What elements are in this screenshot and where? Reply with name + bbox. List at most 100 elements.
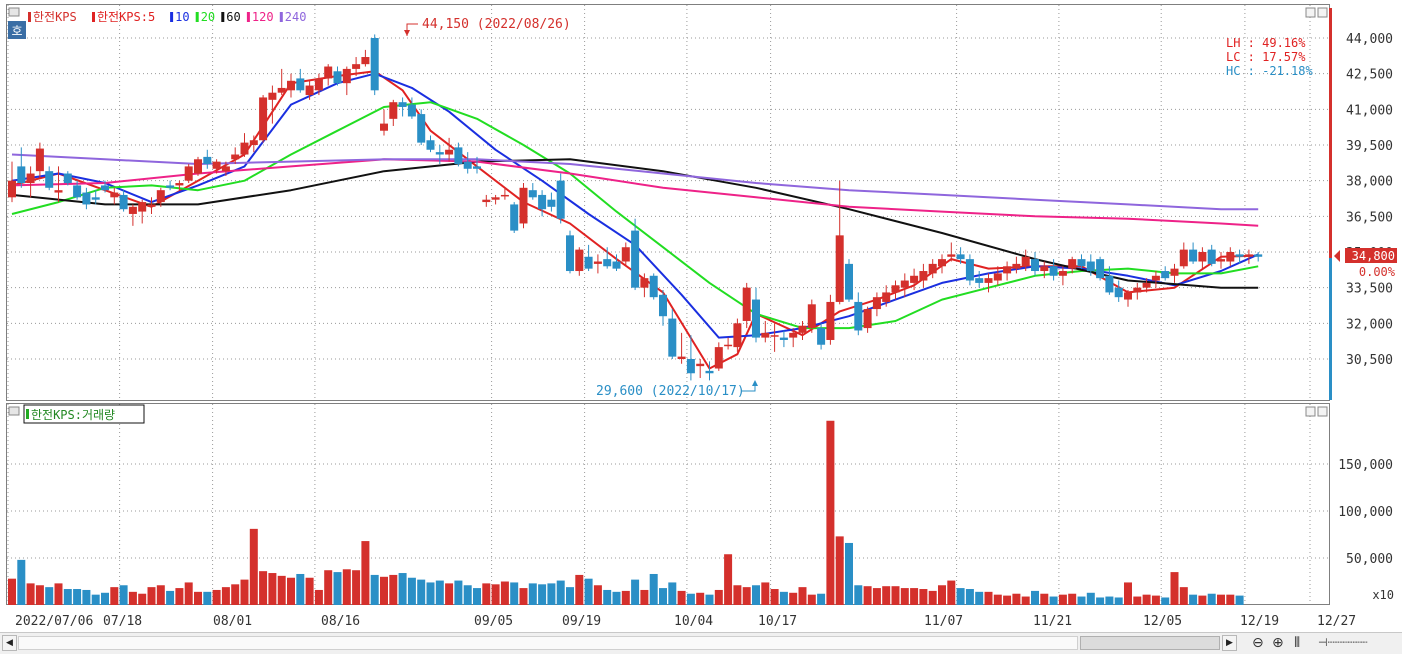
- volume-bar: [73, 589, 82, 605]
- legend-ma-swatch: [92, 12, 95, 22]
- date-axis-label: 11/07: [924, 614, 963, 629]
- volume-bar: [621, 590, 630, 605]
- volume-bar: [333, 572, 342, 605]
- price-axis-label: 44,000: [1346, 32, 1393, 47]
- candle-body: [649, 275, 658, 298]
- volume-bar: [1031, 590, 1039, 605]
- volume-pane[interactable]: [6, 403, 1330, 605]
- zoom-in-icon[interactable]: ⊕: [1272, 635, 1284, 651]
- volume-bar: [603, 589, 612, 605]
- date-axis-label: 12/27: [1317, 614, 1356, 629]
- scroll-track[interactable]: [18, 636, 1078, 650]
- volume-bar: [854, 585, 863, 605]
- candle-body: [342, 68, 351, 84]
- price-axis-label: 42,500: [1346, 68, 1393, 83]
- volume-bar: [668, 582, 677, 605]
- zoom-out-icon[interactable]: ⊖: [1252, 635, 1264, 651]
- date-axis: 2022/07/06 07/18 08/01 08/16 09/05 09/19 10/04…: [15, 614, 1356, 629]
- candle-body: [603, 259, 612, 267]
- volume-bar: [147, 587, 156, 605]
- candle-body: [1021, 256, 1030, 267]
- chart-canvas[interactable]: 44,00042,50041,00039,50038,00036,50035,0…: [0, 0, 1402, 632]
- volume-bar: [175, 588, 184, 605]
- horizontal-scrollbar[interactable]: ◀ ▶ ⊖ ⊕ ⦀ ⊣┈┈┈┈┈┈: [0, 632, 1402, 654]
- volume-bar: [1133, 596, 1142, 605]
- volume-bar: [1058, 594, 1067, 605]
- date-axis-label: 12/19: [1240, 614, 1279, 629]
- volume-bar: [249, 528, 258, 605]
- pane-close-icon[interactable]: [1317, 406, 1328, 417]
- candle-body: [612, 261, 621, 269]
- pane-minimize-icon[interactable]: [1305, 7, 1316, 18]
- candle-body: [835, 235, 844, 302]
- pane-minimize-icon[interactable]: [1305, 406, 1316, 417]
- candle-body: [938, 259, 946, 267]
- date-axis-label: 08/16: [321, 614, 360, 629]
- candle-body: [435, 152, 444, 155]
- candle-body: [454, 147, 463, 165]
- candle-body: [584, 256, 593, 269]
- candle-body: [817, 328, 826, 345]
- volume-bar: [1021, 596, 1030, 605]
- candle-body: [240, 142, 249, 155]
- volume-bar: [370, 574, 379, 605]
- volume-bar: [640, 589, 649, 605]
- scroll-left-icon[interactable]: ◀: [2, 635, 17, 651]
- candle-body: [854, 301, 863, 331]
- volume-bar: [528, 583, 537, 605]
- candle-body: [17, 166, 26, 184]
- candle-body: [426, 140, 435, 150]
- candle-body: [110, 192, 119, 198]
- candle-body: [1086, 261, 1095, 272]
- volume-bar: [984, 591, 993, 605]
- volume-bar: [287, 577, 295, 605]
- volume-bar: [1170, 572, 1179, 605]
- volume-bar: [314, 589, 323, 605]
- legend-ma-label: 120: [252, 10, 274, 24]
- volume-bar: [435, 580, 444, 605]
- volume-pane-menu-icon[interactable]: [8, 406, 20, 416]
- slider-icon[interactable]: ⊣┈┈┈┈┈┈: [1318, 636, 1368, 649]
- candle-body: [826, 301, 835, 340]
- volume-bar: [584, 578, 593, 605]
- scroll-right-icon[interactable]: ▶: [1222, 635, 1237, 651]
- price-pane-menu-icon[interactable]: [8, 7, 20, 17]
- candle-body: [231, 154, 240, 160]
- ho-button[interactable]: [8, 21, 26, 39]
- right-edge-bar-up: [1329, 8, 1332, 258]
- volume-bar: [491, 584, 500, 605]
- bar-width-icon[interactable]: ⦀: [1294, 635, 1301, 651]
- candle-body: [473, 166, 481, 169]
- price-pane-controls[interactable]: [1305, 7, 1328, 18]
- volume-bar: [993, 594, 1002, 605]
- volume-axis-label: 50,000: [1346, 552, 1393, 567]
- volume-bar: [1077, 596, 1086, 605]
- candle-body: [407, 104, 416, 117]
- pane-close-icon[interactable]: [1317, 7, 1328, 18]
- candle-body: [910, 275, 919, 283]
- volume-bar: [268, 573, 277, 605]
- volume-bar: [733, 585, 742, 605]
- volume-bar: [342, 569, 351, 605]
- volume-bar: [138, 593, 147, 605]
- candle-body: [1254, 254, 1263, 257]
- candle-body: [370, 38, 379, 91]
- volume-bar: [82, 589, 91, 605]
- candle-body: [1031, 259, 1039, 272]
- candle-body: [593, 261, 602, 264]
- volume-bar: [45, 587, 54, 605]
- volume-bar: [324, 570, 333, 605]
- candle-body: [770, 335, 779, 337]
- candle-body: [1189, 249, 1198, 262]
- candle-body: [482, 199, 491, 203]
- volume-bar: [742, 587, 751, 605]
- legend-ma-list: 한전KPS:5 10 20 60 120 240: [92, 10, 306, 24]
- candle-body: [566, 235, 574, 272]
- candle-body: [1217, 259, 1225, 262]
- candle-body: [519, 187, 528, 224]
- candle-body: [928, 263, 937, 274]
- scroll-thumb[interactable]: [1080, 636, 1220, 650]
- volume-axis-label: 100,000: [1338, 505, 1393, 520]
- volume-pane-controls[interactable]: [1305, 406, 1328, 417]
- price-axis-label: 33,500: [1346, 282, 1393, 297]
